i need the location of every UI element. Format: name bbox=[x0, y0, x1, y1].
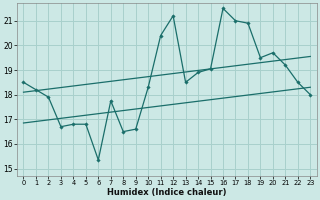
X-axis label: Humidex (Indice chaleur): Humidex (Indice chaleur) bbox=[107, 188, 227, 197]
